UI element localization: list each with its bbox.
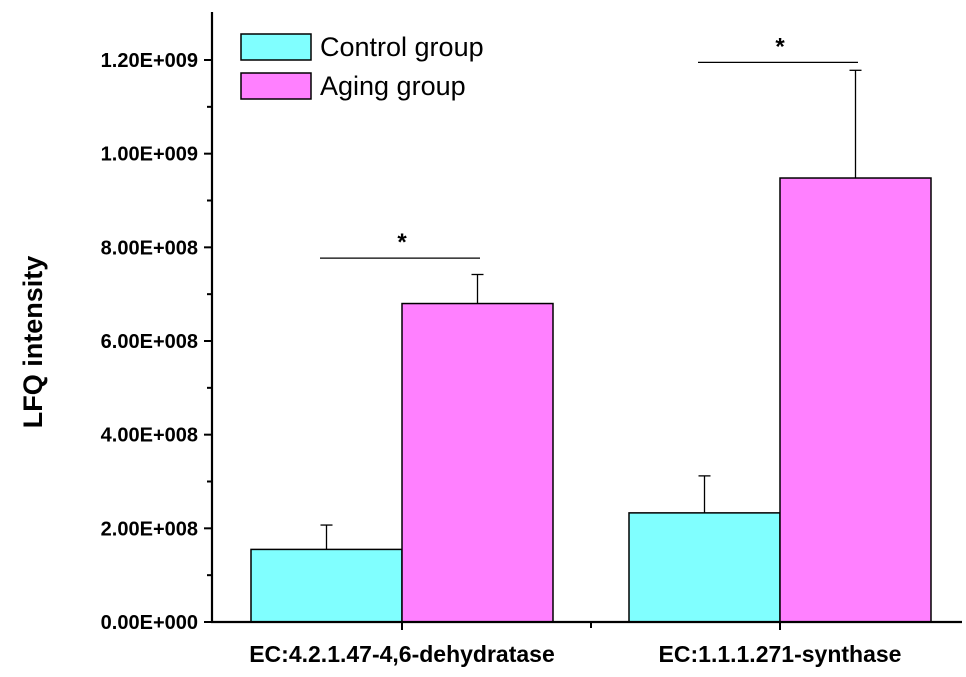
significance-markers: ** [320,33,858,259]
bar-control-2 [628,512,781,623]
bars [250,177,932,623]
bar-aging-1 [401,302,554,623]
legend-swatch [240,72,312,100]
error-bars [320,69,862,550]
bar-control-1 [250,548,403,623]
y-tick-label: 4.00E+008 [101,425,198,447]
axes [210,12,962,630]
y-tick-label: 1.00E+009 [101,144,198,166]
y-tick-label: 6.00E+008 [101,331,198,353]
y-tick-label: 8.00E+008 [101,237,198,259]
legend-swatch [240,33,312,61]
y-axis-title: LFQ intensity [18,256,48,429]
legend-label: Aging group [320,71,466,101]
y-tick-label: 2.00E+008 [101,518,198,540]
x-axis-category-labels: EC:4.2.1.47-4,6-dehydratase EC:1.1.1.271-… [249,641,901,667]
y-axis-ticks: 0.00E+000 2.00E+008 4.00E+008 6.00E+008 8.00… [101,50,212,634]
bar-aging-2 [779,177,932,623]
legend: Control group Aging group [240,32,484,101]
x-category-label: EC:1.1.1.271-synthase [659,641,902,667]
x-category-label: EC:4.2.1.47-4,6-dehydratase [249,641,555,667]
significance-star: * [397,229,407,256]
significance-star: * [775,33,785,60]
legend-label: Control group [320,32,484,62]
y-tick-label: 1.20E+009 [101,50,198,72]
y-tick-label: 0.00E+000 [101,612,198,634]
